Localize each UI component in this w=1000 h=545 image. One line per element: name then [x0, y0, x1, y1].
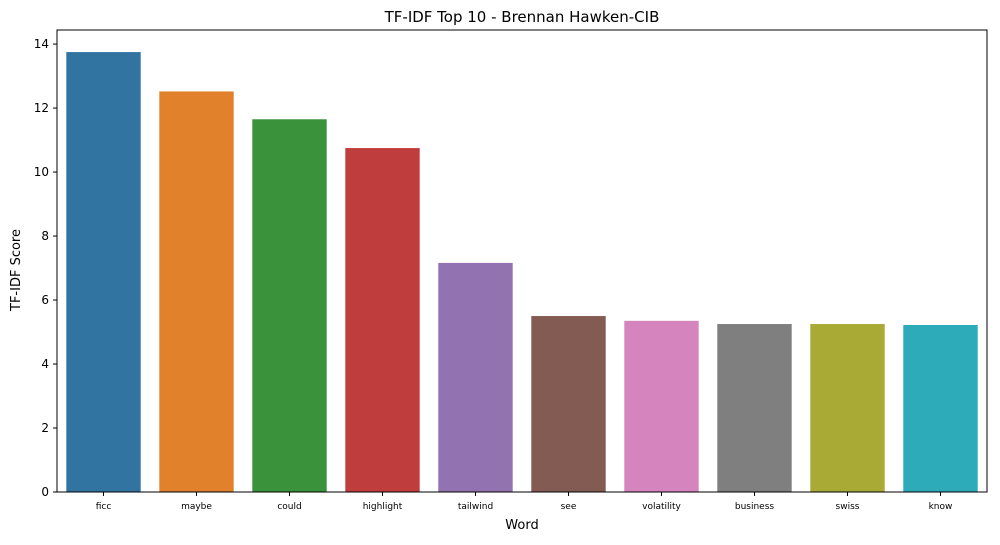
x-tick-label: know — [929, 502, 953, 512]
bar-tailwind — [438, 262, 513, 492]
bars-group — [66, 52, 978, 493]
y-tick-label: 8 — [41, 229, 49, 243]
plot-area: 0 2 4 6 8 10 12 14 ficc maybe could highlight tailw… — [34, 29, 988, 512]
x-tick-label: could — [277, 502, 301, 512]
x-tick-label: maybe — [181, 502, 212, 512]
y-tick-label: 4 — [41, 357, 49, 371]
y-axis-ticks: 0 2 4 6 8 10 12 14 — [34, 37, 57, 499]
y-tick-label: 6 — [41, 293, 49, 307]
x-tick-label: swiss — [836, 502, 860, 512]
y-tick-label: 10 — [34, 165, 49, 179]
y-tick-label: 12 — [34, 101, 49, 115]
bar-know — [903, 324, 978, 492]
chart-title: TF-IDF Top 10 - Brennan Hawken-CIB — [384, 8, 660, 26]
bar-swiss — [810, 324, 885, 492]
bar-highlight — [345, 148, 420, 492]
x-tick-label: highlight — [363, 502, 403, 512]
x-tick-label: volatility — [642, 502, 681, 512]
x-tick-label: tailwind — [458, 502, 493, 512]
bar-business — [717, 324, 792, 492]
y-axis-label: TF-IDF Score — [9, 229, 24, 312]
x-tick-label: ficc — [96, 502, 112, 512]
y-tick-label: 14 — [34, 37, 49, 51]
y-tick-label: 0 — [41, 485, 49, 499]
x-axis-ticks: ficc maybe could highlight tailwind see volati… — [96, 492, 953, 512]
bar-see — [531, 316, 606, 492]
x-tick-label: see — [561, 502, 577, 512]
x-axis-label: Word — [505, 518, 538, 533]
bar-maybe — [159, 91, 234, 493]
x-tick-label: business — [735, 502, 775, 512]
bar-volatility — [624, 320, 699, 492]
bar-ficc — [66, 52, 141, 493]
y-tick-label: 2 — [41, 421, 49, 435]
plot-frame — [56, 29, 988, 493]
bar-could — [252, 119, 327, 493]
